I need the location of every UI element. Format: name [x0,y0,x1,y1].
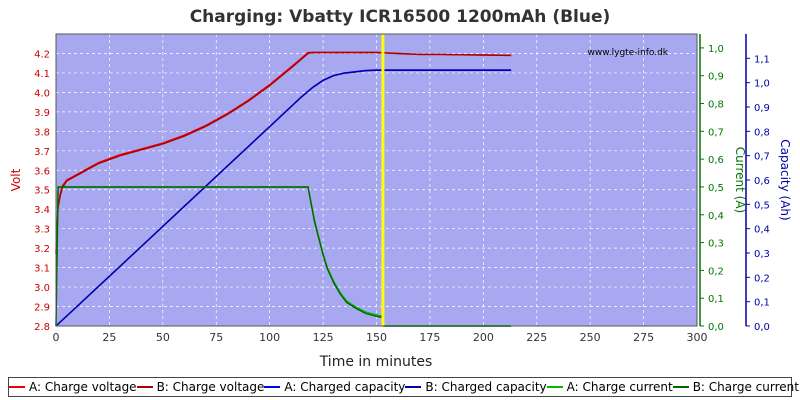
series-line [55,186,512,327]
x-tick-label: 75 [209,331,223,344]
y-tick-label-voltage: 4.2 [34,49,50,60]
y-tick-label-voltage: 3.0 [34,283,50,294]
y-tick-label-capacity: 0,9 [754,103,770,114]
y-tick-label-voltage: 3.9 [34,108,50,119]
y-tick-label-capacity: 0,3 [754,249,770,260]
y-tick-label-voltage: 3.8 [34,127,50,138]
legend-label: B: Charge voltage [156,380,265,394]
x-tick-label: 25 [102,331,116,344]
y-tick-label-capacity: 0,8 [754,127,770,138]
y-tick-label-current: 1,0 [708,44,724,55]
y-tick-label-current: 0,1 [708,294,724,305]
y-tick-label-voltage: 2.9 [34,303,50,314]
x-tick-label: 175 [419,331,440,344]
y-tick-label-capacity: 0,5 [754,200,770,211]
series-line [55,51,512,255]
watermark: www.lygte-info.dk [588,48,669,58]
x-tick-label: 50 [156,331,170,344]
y-tick-label-capacity: 0,4 [754,225,770,236]
y-tick-label-voltage: 3.5 [34,186,50,197]
legend-label: B: Charged capacity [425,380,547,394]
y-axis-label-voltage: Volt [9,168,23,191]
x-tick-label: 0 [53,331,60,344]
y-tick-label-capacity: 1,1 [754,54,770,65]
y-tick-label-current: 0,0 [708,322,724,333]
legend-item: B: Charged capacity [405,380,547,394]
y-tick-label-voltage: 4.0 [34,88,50,99]
chart-title: Charging: Vbatty ICR16500 1200mAh (Blue) [190,7,611,27]
y-tick-label-capacity: 0,6 [754,176,770,187]
y-tick-label-current: 0,6 [708,155,724,166]
legend-swatch [136,386,153,388]
y-tick-label-current: 0,5 [708,183,724,194]
x-tick-label: 100 [259,331,280,344]
legend-swatch [546,386,563,388]
x-tick-label: 125 [313,331,334,344]
y-tick-label-capacity: 0,7 [754,152,770,163]
legend-label: A: Charge voltage [29,380,137,394]
x-tick-label: 150 [366,331,387,344]
y-tick-label-voltage: 3.6 [34,166,50,177]
y-tick-label-current: 0,8 [708,100,724,111]
legend-item: B: Charge voltage [136,380,265,394]
legend-label: A: Charge current [566,380,673,394]
x-tick-label: 275 [633,331,654,344]
y-axis-label-capacity: Capacity (Ah) [778,139,792,220]
y-tick-label-current: 0,4 [708,211,724,222]
y-tick-label-voltage: 2.8 [34,322,50,333]
y-tick-label-voltage: 3.1 [34,264,50,275]
legend-swatch [405,386,422,388]
legend-swatch [9,386,25,388]
x-axis-label: Time in minutes [319,354,433,370]
legend-item: A: Charged capacity [264,380,405,394]
legend-item: A: Charge current [546,380,673,394]
axes: 0 25 50 75 100 125 150 175 200 225 250 275 300 2.8 2.9… [34,34,770,344]
legend-swatch [672,386,689,388]
legend-swatch [264,386,281,388]
x-tick-label: 200 [473,331,494,344]
x-tick-label: 300 [687,331,708,344]
y-tick-label-voltage: 4.1 [34,69,50,80]
y-tick-label-voltage: 3.3 [34,225,50,236]
legend: A: Charge voltage B: Charge voltage A: Cha… [8,377,799,397]
series-group [55,51,512,327]
y-tick-label-capacity: 0,1 [754,298,770,309]
legend-item: B: Charge current [672,380,799,394]
x-tick-label: 250 [580,331,601,344]
y-tick-label-current: 0,2 [708,266,724,277]
y-tick-label-current: 0,3 [708,239,724,250]
legend-item: A: Charge voltage [9,380,137,394]
legend-label: B: Charge current [692,380,799,394]
y-tick-label-voltage: 3.7 [34,147,50,158]
y-axis-label-current: Current (A) [733,147,747,213]
plot-border [55,33,698,327]
y-tick-label-capacity: 1,0 [754,79,770,90]
x-tick-label: 225 [526,331,547,344]
y-tick-label-current: 0,9 [708,72,724,83]
y-tick-label-capacity: 0,2 [754,273,770,284]
y-tick-label-voltage: 3.2 [34,244,50,255]
y-tick-label-current: 0,7 [708,127,724,138]
series-line [55,69,512,327]
y-tick-label-capacity: 0,0 [754,322,770,333]
legend-label: A: Charged capacity [284,380,406,394]
y-tick-label-voltage: 3.4 [34,205,50,216]
